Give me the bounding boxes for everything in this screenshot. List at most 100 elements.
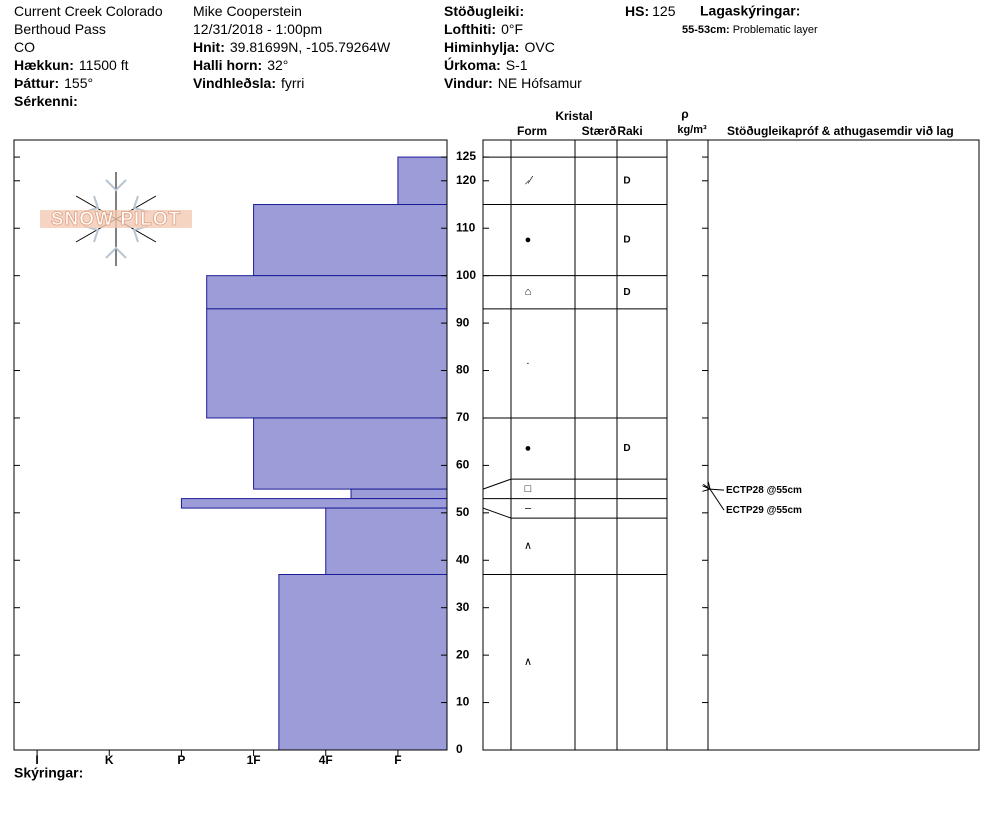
moisture: D xyxy=(623,235,630,246)
x-tick-label: 4F xyxy=(319,753,333,767)
col-header: Raki xyxy=(617,124,642,138)
header-item: Lofthiti: 0°F xyxy=(444,21,523,37)
col-header: Kristal xyxy=(555,109,592,123)
col-header: kg/m³ xyxy=(677,124,707,136)
header-label: Sérkenni: xyxy=(14,93,78,109)
x-tick-label: 1F xyxy=(247,753,261,767)
y-tick-label: 40 xyxy=(456,552,470,566)
hardness-bar xyxy=(397,156,448,206)
grain-form: ● xyxy=(525,234,532,246)
header-text: Mike Cooperstein xyxy=(193,3,302,19)
plot-frame xyxy=(13,139,448,751)
x-tick-label: I xyxy=(35,753,38,767)
test-label: ECTP29 @55cm xyxy=(726,505,802,516)
grain-form: ⌂ xyxy=(525,286,532,298)
header-label: Himinhylja: xyxy=(444,39,519,55)
header-item: Vindur: NE Hófsamur xyxy=(444,75,582,91)
header-label: Lofthiti: xyxy=(444,21,496,37)
layer-boundary xyxy=(482,478,667,490)
test-arrow xyxy=(710,489,725,490)
header-value: 39.81699N, -105.79264W xyxy=(230,39,391,55)
hs-value: 125 xyxy=(652,3,676,19)
grain-form: □ xyxy=(525,483,532,495)
hardness-bar xyxy=(253,204,448,277)
hardness-bar xyxy=(253,417,448,490)
header-item: Sérkenni: xyxy=(14,93,78,109)
header-value: 155° xyxy=(64,75,93,91)
y-tick-label: 20 xyxy=(456,647,470,661)
header-text: 12/31/2018 - 1:00pm xyxy=(193,21,322,37)
header-item: Himinhylja: OVC xyxy=(444,39,555,55)
y-tick-label: 30 xyxy=(456,600,470,614)
header-item: Úrkoma: S-1 xyxy=(444,56,528,73)
grain-form: · xyxy=(526,357,530,369)
y-tick-label: 80 xyxy=(456,363,470,377)
y-tick-label: 100 xyxy=(456,268,476,282)
header-item: Hnit: 39.81699N, -105.79264W xyxy=(193,39,391,55)
hs: HS: 125 xyxy=(625,3,676,19)
moisture: D xyxy=(623,443,630,454)
grain-form: – xyxy=(525,502,532,514)
table-frame xyxy=(482,139,980,751)
header-label: Vindhleðsla: xyxy=(193,75,276,91)
note-value: Problematic layer xyxy=(733,24,818,36)
col-header: Stærð xyxy=(582,124,617,138)
logo-band xyxy=(40,210,192,228)
header-value: fyrri xyxy=(281,75,304,91)
header-item: CO xyxy=(14,39,35,55)
header-label: Vindur: xyxy=(444,75,493,91)
logo-text: SNOW PILOT xyxy=(51,209,181,230)
layer-boundary xyxy=(482,507,667,519)
col-header: ρ xyxy=(681,107,688,121)
footer: Skýringar: xyxy=(14,765,83,781)
header-item: Þáttur: 155° xyxy=(14,75,93,91)
hardness-bar xyxy=(325,507,448,575)
header-label: Halli horn: xyxy=(193,57,262,73)
hs-label: HS: xyxy=(625,3,649,19)
header-value: S-1 xyxy=(506,57,528,73)
note-label: 55-53cm: xyxy=(682,24,730,36)
header-label: Stöðugleiki: xyxy=(444,3,524,19)
header-item: Halli horn: 32° xyxy=(193,57,288,73)
header-label: Hnit: xyxy=(193,39,225,55)
header-value: 0°F xyxy=(501,21,523,37)
header-item: Mike Cooperstein xyxy=(193,3,302,19)
hardness-bar xyxy=(278,573,448,751)
header-label: Þáttur: xyxy=(14,75,59,91)
x-tick-label: F xyxy=(394,753,401,767)
hardness-bar xyxy=(350,488,448,500)
y-tick-label: 120 xyxy=(456,173,476,187)
y-tick-label: 0 xyxy=(456,742,463,756)
y-tick-label: 110 xyxy=(456,220,476,234)
y-tick-label: 60 xyxy=(456,458,470,472)
header-label: Hækkun: xyxy=(14,57,74,73)
grain-form: ∧ xyxy=(524,656,532,668)
header-text: Current Creek Colorado xyxy=(14,3,163,19)
x-tick-label: K xyxy=(105,753,114,767)
header-value: NE Hófsamur xyxy=(498,75,582,91)
header-text: Berthoud Pass xyxy=(14,21,106,37)
y-tick-label: 10 xyxy=(456,695,470,709)
col-header: Stöðugleikapróf & athugasemdir við lag xyxy=(727,124,954,138)
header-item: Stöðugleiki: xyxy=(444,3,524,19)
header-item: Hækkun: 11500 ft xyxy=(14,57,129,73)
grain-form: ● xyxy=(525,442,532,454)
y-tick-label: 70 xyxy=(456,410,470,424)
header-value: 32° xyxy=(267,57,288,73)
note: 55-53cm: Problematic layer xyxy=(682,24,818,36)
y-tick-label: 125 xyxy=(456,149,476,163)
y-tick-label: 50 xyxy=(456,505,470,519)
header-item: 12/31/2018 - 1:00pm xyxy=(193,21,322,37)
hardness-bar xyxy=(206,308,448,419)
legend-title: Lagaskýringar: xyxy=(700,3,800,19)
header-label: Úrkoma: xyxy=(444,56,501,73)
moisture: D xyxy=(623,287,630,298)
col-header: Form xyxy=(517,124,547,138)
hardness-bar xyxy=(180,498,448,509)
test-label: ECTP28 @55cm xyxy=(726,485,802,496)
x-tick-label: P xyxy=(177,753,185,767)
grain-form: ∧ xyxy=(524,540,532,552)
test-arrow xyxy=(710,489,725,511)
moisture: D xyxy=(623,175,630,186)
